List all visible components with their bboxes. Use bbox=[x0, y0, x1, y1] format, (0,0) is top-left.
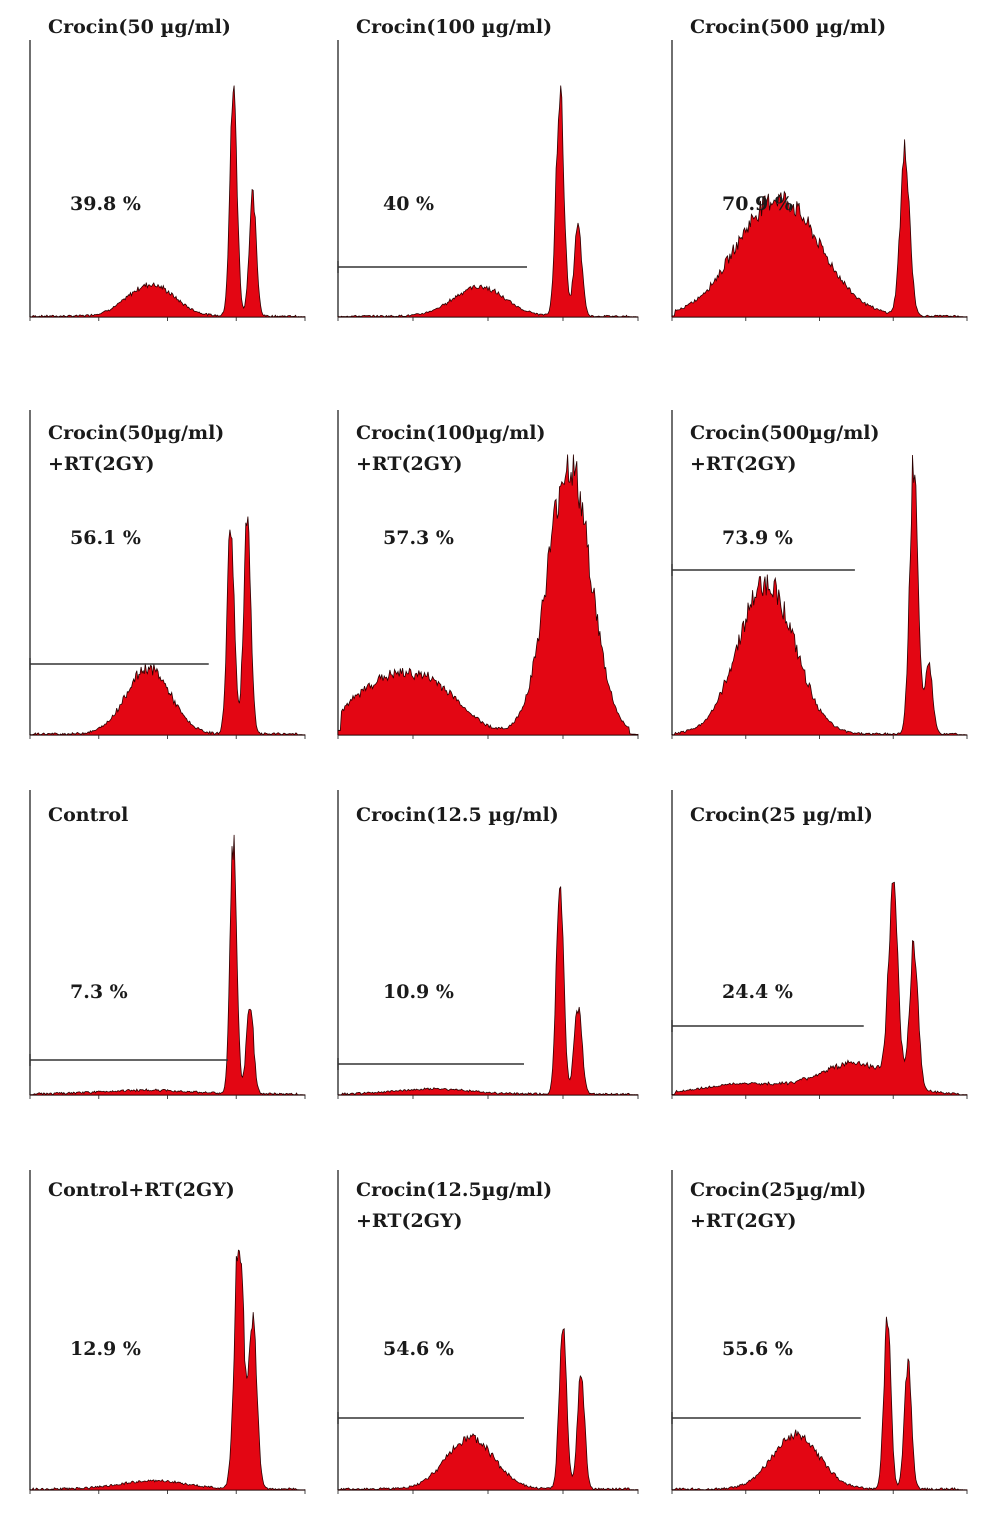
histogram-area bbox=[337, 886, 639, 1096]
percent-annotation: 54.6 % bbox=[383, 1338, 454, 1360]
panel-subtitle: +RT(2GY) bbox=[690, 453, 797, 475]
panel-title: Control bbox=[48, 804, 128, 826]
histogram-area bbox=[29, 85, 306, 318]
histogram-area bbox=[671, 881, 968, 1096]
panel-title: Crocin(100µg/ml) bbox=[356, 422, 546, 444]
panel-title: Crocin(12.5µg/ml) bbox=[356, 1179, 552, 1201]
histogram-panel-11: Crocin(12.5µg/ml) +RT(2GY) 54.6 % bbox=[337, 1170, 639, 1494]
panel-title: Crocin(500µg/ml) bbox=[690, 422, 880, 444]
panel-subtitle: +RT(2GY) bbox=[356, 1210, 463, 1232]
panel-title: Crocin(25µg/ml) bbox=[690, 1179, 866, 1201]
histogram-area bbox=[29, 516, 306, 736]
panel-title: Crocin(100 µg/ml) bbox=[356, 16, 552, 38]
histogram-panel-5: Crocin(100µg/ml) +RT(2GY) 57.3 % bbox=[337, 410, 639, 739]
histogram-panel-2: Crocin(100 µg/ml) 40 % bbox=[337, 16, 639, 321]
histogram-area bbox=[29, 834, 306, 1096]
histogram-panel-4: Crocin(50µg/ml) +RT(2GY) 56.1 % bbox=[29, 410, 306, 739]
percent-annotation: 56.1 % bbox=[70, 527, 141, 549]
panel-title: Crocin(50µg/ml) bbox=[48, 422, 224, 444]
percent-annotation: 10.9 % bbox=[383, 981, 454, 1003]
panel-title: Crocin(500 µg/ml) bbox=[690, 16, 886, 38]
histogram-panel-8: Crocin(12.5 µg/ml) 10.9 % bbox=[337, 790, 639, 1099]
histogram-area bbox=[29, 1249, 306, 1491]
histogram-panel-1: Crocin(50 µg/ml) 39.8 % bbox=[29, 16, 306, 321]
histogram-panel-10: Control+RT(2GY) 12.9 % bbox=[29, 1170, 306, 1494]
histogram-panel-7: Control 7.3 % bbox=[29, 790, 306, 1099]
panel-subtitle: +RT(2GY) bbox=[356, 453, 463, 475]
histogram-area bbox=[671, 139, 968, 318]
percent-annotation: 73.9 % bbox=[722, 527, 793, 549]
histogram-panel-9: Crocin(25 µg/ml) 24.4 % bbox=[671, 790, 968, 1099]
panel-title: Crocin(12.5 µg/ml) bbox=[356, 804, 559, 826]
percent-annotation: 55.6 % bbox=[722, 1338, 793, 1360]
percent-annotation: 12.9 % bbox=[70, 1338, 141, 1360]
histogram-area bbox=[671, 454, 968, 736]
panel-subtitle: +RT(2GY) bbox=[690, 1210, 797, 1232]
histogram-panel-12: Crocin(25µg/ml) +RT(2GY) 55.6 % bbox=[671, 1170, 968, 1494]
percent-annotation: 40 % bbox=[383, 193, 434, 215]
histogram-area bbox=[337, 1328, 639, 1491]
histogram-area bbox=[337, 85, 639, 318]
histogram-area bbox=[671, 1316, 968, 1491]
histogram-panel-6: Crocin(500µg/ml) +RT(2GY) 73.9 % bbox=[671, 410, 968, 739]
percent-annotation: 57.3 % bbox=[383, 527, 454, 549]
panel-title: Crocin(25 µg/ml) bbox=[690, 804, 873, 826]
histogram-panel-3: Crocin(500 µg/ml) 70.9 % bbox=[671, 16, 968, 321]
histogram-area bbox=[337, 454, 639, 736]
percent-annotation: 39.8 % bbox=[70, 193, 141, 215]
percent-annotation: 70.9 % bbox=[722, 193, 793, 215]
panel-title: Crocin(50 µg/ml) bbox=[48, 16, 231, 38]
panel-subtitle: +RT(2GY) bbox=[48, 453, 155, 475]
percent-annotation: 24.4 % bbox=[722, 981, 793, 1003]
percent-annotation: 7.3 % bbox=[70, 981, 128, 1003]
panel-title: Control+RT(2GY) bbox=[48, 1179, 235, 1201]
